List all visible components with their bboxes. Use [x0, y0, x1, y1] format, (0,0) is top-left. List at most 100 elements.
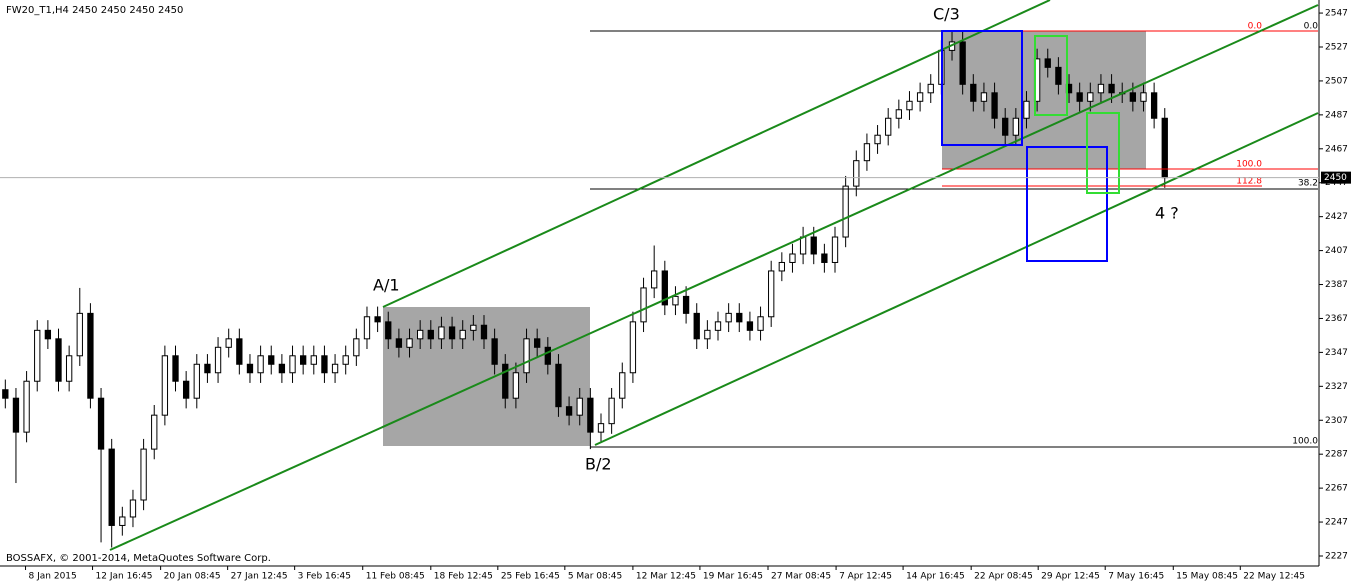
candle-body: [885, 117, 892, 136]
candle-body: [555, 363, 562, 408]
candle-body: [491, 338, 498, 365]
candle-body: [1150, 92, 1158, 119]
x-tick-label: 12 Jan 16:45: [96, 572, 153, 582]
y-tick-label: 2467: [1325, 144, 1348, 154]
candle-body: [1055, 66, 1062, 85]
candle-body: [65, 355, 73, 382]
candle-body: [757, 316, 764, 331]
candle-body: [12, 397, 20, 433]
candle-body: [629, 321, 637, 374]
x-tick-label: 7 Apr 12:45: [839, 572, 892, 582]
y-tick-label: 2247: [1325, 518, 1348, 528]
candle-body: [1129, 92, 1137, 102]
x-tick-label: 22 Apr 08:45: [974, 572, 1033, 582]
candle-body: [395, 338, 403, 348]
candle-body: [108, 448, 115, 526]
footer: BOSSAFX, © 2001-2014, MetaQuotes Softwar…: [6, 553, 271, 564]
wave-label: 4 ?: [1155, 204, 1179, 223]
y-tick-label: 2387: [1325, 280, 1348, 290]
candle-body: [853, 160, 860, 187]
y-tick-label: 2527: [1325, 42, 1348, 52]
candle-body: [576, 397, 583, 416]
x-tick-label: 12 Mar 12:45: [636, 572, 696, 582]
candle-body: [193, 363, 200, 399]
candle-body: [991, 92, 998, 119]
candle-body: [587, 397, 594, 433]
candle-body: [172, 355, 179, 382]
channel-line: [109, 4, 1319, 551]
candle-body: [970, 83, 977, 102]
candle-body: [161, 355, 169, 416]
y-tick-label: 2367: [1325, 314, 1348, 324]
fibo-label-red: 112.8: [1236, 177, 1262, 187]
candle-body: [310, 355, 317, 365]
candle-body: [534, 338, 541, 348]
candle-body: [480, 324, 488, 340]
candle-body: [299, 355, 307, 365]
channel-line: [594, 112, 1319, 446]
candle-body: [342, 355, 349, 365]
x-tick-label: 19 Mar 16:45: [703, 572, 763, 582]
wave-label: B/2: [585, 455, 612, 474]
y-tick-label: 2227: [1325, 551, 1348, 561]
candle-body: [565, 406, 573, 416]
candle-body: [1012, 117, 1020, 136]
candle-body: [34, 329, 41, 382]
candle-body: [661, 270, 668, 306]
candle-body: [821, 253, 828, 263]
candle-body: [906, 100, 913, 111]
x-tick-label: 15 May 08:45: [1176, 572, 1238, 582]
y-tick-label: 2487: [1325, 110, 1348, 120]
chart-title: FW20_T1,H4 2450 2450 2450 2450: [6, 5, 183, 16]
overlay: C/3 A/1 B/2 4 ? 0.0 38.2 100.0 0.0 100.0…: [6, 0, 1319, 564]
candle-body: [768, 270, 775, 318]
candle-body: [257, 355, 264, 374]
candle-body: [927, 83, 934, 94]
x-tick-label: 22 May 12:45: [1243, 572, 1305, 582]
candle-body: [1076, 92, 1083, 102]
axes: 2227 2247 2267 2287 2307 2327 2347 2367 2387 2407…: [0, 9, 1351, 582]
green-box: [1034, 35, 1068, 116]
x-tick-label: 11 Feb 08:45: [366, 572, 425, 582]
candle-body: [597, 423, 605, 433]
candle-body: [448, 326, 456, 340]
candle-body: [980, 92, 988, 102]
candle-body: [438, 326, 445, 340]
candle-body: [182, 380, 190, 399]
candle-body: [470, 324, 477, 331]
candle-body: [512, 372, 520, 399]
candle-body: [225, 338, 232, 348]
candle-body: [502, 363, 509, 399]
candle-body: [523, 338, 530, 374]
candle-body: [725, 312, 732, 323]
candle-body: [746, 321, 754, 331]
candle-body: [23, 380, 30, 433]
candle-body: [1002, 117, 1009, 136]
y-tick-label: 2547: [1325, 9, 1348, 19]
current-price-label: 2450: [1324, 173, 1347, 183]
y-tick-label: 2347: [1325, 348, 1348, 358]
candle-body: [672, 295, 679, 306]
candle-body: [1140, 92, 1147, 102]
y-tick-label: 2327: [1325, 382, 1348, 392]
candle-body: [363, 316, 371, 340]
y-tick-label: 2307: [1325, 416, 1348, 426]
candle-body: [874, 134, 881, 145]
candle-body: [331, 363, 339, 374]
fibo-label-red: 0.0: [1248, 22, 1263, 32]
candle-body: [151, 414, 158, 450]
candle-body: [2, 389, 9, 399]
candle-body: [129, 499, 137, 518]
candle-body: [651, 270, 658, 289]
candle-body: [76, 312, 83, 357]
candle-body: [608, 397, 615, 425]
candle-body: [321, 355, 328, 374]
candle-body: [214, 346, 222, 374]
blue-box: [1026, 146, 1108, 262]
candle-body: [140, 448, 147, 501]
candle-body: [682, 295, 690, 314]
candle-body: [353, 338, 360, 357]
x-tick-label: 20 Jan 08:45: [164, 572, 221, 582]
wave-label: C/3: [933, 5, 960, 24]
candle-body: [278, 363, 286, 374]
